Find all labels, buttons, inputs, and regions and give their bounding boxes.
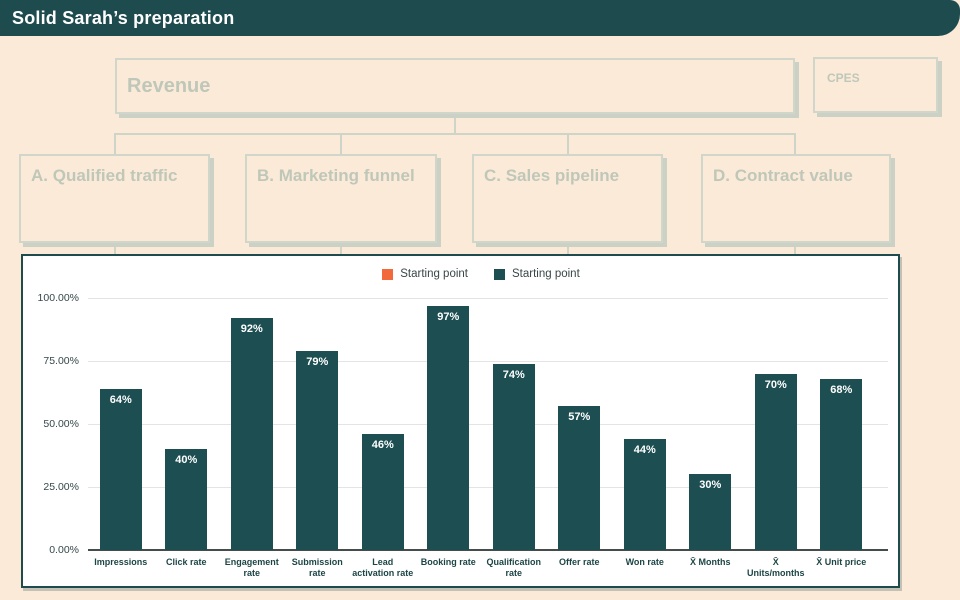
bar-Won rate xyxy=(623,439,666,550)
y-axis-tick-label: 25.00% xyxy=(43,481,79,493)
flow-box-contract-value-label: D. Contract value xyxy=(713,166,853,185)
flow-box-marketing-funnel[interactable]: B. Marketing funnel xyxy=(245,154,437,243)
bar-Engagement rate xyxy=(230,318,273,550)
bar-Booking rate xyxy=(427,305,470,550)
flow-box-qualified-traffic[interactable]: A. Qualified traffic xyxy=(19,154,210,243)
connector-line xyxy=(114,133,116,154)
gridline xyxy=(88,424,888,425)
chart-legend: Starting point Starting point xyxy=(88,268,874,280)
legend-swatch-icon xyxy=(382,268,394,280)
page-title: Solid Sarah’s preparation xyxy=(12,7,235,28)
x-axis-line xyxy=(88,549,888,551)
connector-line xyxy=(454,112,456,134)
y-axis-tick-label: 75.00% xyxy=(43,355,79,367)
bar-Qualification rate xyxy=(492,363,535,550)
flow-box-cpes-label: CPES xyxy=(827,71,860,85)
bar-value-label: 64% xyxy=(109,393,132,406)
bar-value-label: 74% xyxy=(502,368,525,381)
bar-Submission rate xyxy=(296,350,339,550)
bar-value-label: 57% xyxy=(568,411,591,424)
x-axis-category-label: Lead activation rate xyxy=(352,557,414,578)
legend-item: Starting point xyxy=(382,268,468,280)
legend-item: Starting point xyxy=(494,268,580,280)
x-axis-category-label: Submission rate xyxy=(291,557,343,578)
flow-box-marketing-funnel-label: B. Marketing funnel xyxy=(257,166,415,185)
connector-line xyxy=(567,133,569,154)
flow-box-contract-value[interactable]: D. Contract value xyxy=(701,154,891,243)
flow-box-cpes[interactable]: CPES xyxy=(813,57,938,113)
bar-value-label: 30% xyxy=(699,479,722,492)
bar-X̄ Units/months xyxy=(754,373,797,550)
connector-line xyxy=(114,243,116,254)
x-axis-category-label: Booking rate xyxy=(420,557,476,567)
bar-value-label: 79% xyxy=(306,355,329,368)
bar-value-label: 97% xyxy=(437,310,460,323)
bar-value-label: 68% xyxy=(830,383,853,396)
gridline xyxy=(88,487,888,488)
bar-Impressions xyxy=(99,388,142,550)
y-axis-tick-label: 100.00% xyxy=(37,292,79,304)
x-axis-category-label: Qualification rate xyxy=(486,557,541,578)
bar-chart-plot-area: Starting point Starting point 0.00% 25.00%… xyxy=(23,256,898,586)
connector-line xyxy=(567,243,569,254)
bar-chart[interactable]: Starting point Starting point 0.00% 25.00%… xyxy=(21,254,900,588)
gridline xyxy=(88,361,888,362)
flow-box-revenue-label: Revenue xyxy=(127,74,211,97)
x-axis-category-label: X̄ Months xyxy=(690,557,731,567)
legend-swatch-icon xyxy=(494,268,505,280)
x-axis-category-label: Offer rate xyxy=(558,557,600,567)
y-axis-tick-label: 50.00% xyxy=(43,418,79,430)
bar-Lead activation rate xyxy=(361,434,404,550)
x-axis-category-label: Engagement rate xyxy=(224,557,279,578)
bar-X̄ Months xyxy=(689,474,732,550)
x-axis-category-label: X̄ Units/months xyxy=(747,557,805,578)
connector-line xyxy=(114,133,796,135)
x-axis-category-label: Won rate xyxy=(625,557,664,567)
connector-line xyxy=(340,133,342,154)
legend-label: Starting point xyxy=(512,268,580,280)
bar-value-label: 70% xyxy=(764,378,787,391)
x-axis-category-label: Click rate xyxy=(165,557,207,567)
flow-box-sales-pipeline-label: C. Sales pipeline xyxy=(484,166,620,185)
flow-box-sales-pipeline[interactable]: C. Sales pipeline xyxy=(472,154,663,243)
flow-box-qualified-traffic-label: A. Qualified traffic xyxy=(31,166,178,185)
x-axis-category-label: X̄ Unit price xyxy=(816,557,867,567)
gridline xyxy=(88,298,888,299)
connector-line xyxy=(794,133,796,154)
y-axis-tick-label: 0.00% xyxy=(49,544,79,556)
bar-Offer rate xyxy=(558,406,601,550)
connector-line xyxy=(340,243,342,254)
bar-value-label: 92% xyxy=(240,323,263,336)
legend-label: Starting point xyxy=(400,268,468,280)
x-axis-category-label: Impressions xyxy=(94,557,148,567)
bar-X̄ Unit price xyxy=(820,378,863,550)
bar-value-label: 44% xyxy=(633,444,656,457)
bar-Click rate xyxy=(165,449,208,550)
title-bar: Solid Sarah’s preparation xyxy=(0,0,960,36)
connector-line xyxy=(794,243,796,254)
bar-value-label: 46% xyxy=(371,439,394,452)
flow-box-revenue[interactable]: Revenue xyxy=(115,58,795,114)
bar-value-label: 40% xyxy=(175,454,198,467)
